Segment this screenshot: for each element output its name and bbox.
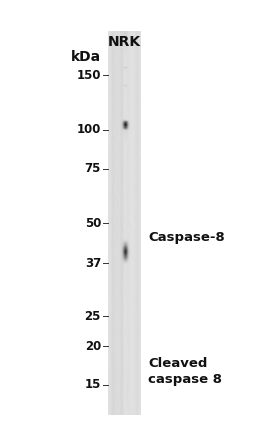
Text: kDa: kDa — [71, 50, 101, 64]
Text: Cleaved
caspase 8: Cleaved caspase 8 — [148, 357, 222, 386]
Text: 75: 75 — [84, 162, 101, 175]
Text: 150: 150 — [77, 69, 101, 82]
Text: 50: 50 — [84, 216, 101, 229]
Text: 15: 15 — [84, 378, 101, 391]
Text: 25: 25 — [84, 310, 101, 323]
Text: 100: 100 — [77, 124, 101, 137]
Text: Caspase-8: Caspase-8 — [148, 231, 225, 244]
Text: NRK: NRK — [108, 35, 141, 49]
Text: 37: 37 — [85, 257, 101, 270]
Text: 20: 20 — [85, 340, 101, 353]
